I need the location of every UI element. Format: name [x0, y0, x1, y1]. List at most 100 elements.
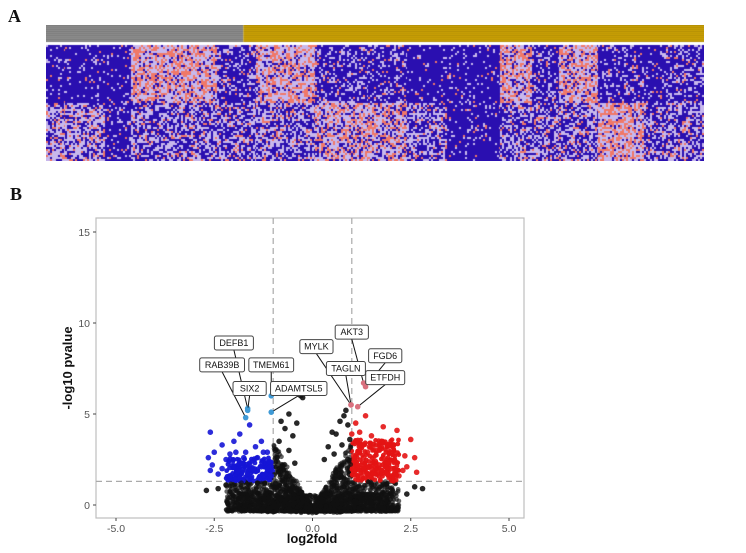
highlighted-gene-point	[354, 403, 361, 410]
y-tick-label: 0	[84, 500, 90, 512]
up-regulated-point	[404, 463, 410, 470]
gene-label-rab39b: RAB39B	[199, 357, 249, 421]
ns-point	[303, 509, 308, 514]
up-regulated-point	[352, 438, 359, 445]
ns-point	[376, 503, 381, 508]
ns-point	[345, 485, 350, 491]
down-regulated-point	[246, 422, 253, 428]
down-regulated-point	[238, 460, 245, 466]
gene-label-box	[325, 361, 366, 376]
not-significant-point	[404, 491, 410, 497]
up-point	[377, 477, 383, 483]
ns-point	[299, 496, 305, 502]
ns-point	[330, 501, 336, 506]
ns-point	[276, 502, 282, 508]
ns-point	[356, 484, 362, 490]
not-significant-point	[321, 456, 328, 463]
ns-point	[298, 509, 304, 515]
gene-label-text: TAGLN	[331, 364, 360, 374]
ns-point	[352, 482, 358, 488]
up-point	[380, 438, 386, 444]
not-significant-point	[345, 422, 351, 428]
gene-label-box	[334, 324, 369, 340]
down-point	[252, 460, 258, 466]
not-significant-point	[337, 418, 343, 425]
up-regulated-point	[374, 447, 381, 454]
up-point	[393, 467, 399, 473]
not-significant-point	[292, 460, 298, 466]
ns-point	[381, 505, 387, 511]
ns-point	[255, 500, 261, 506]
ns-point	[267, 482, 273, 488]
ns-point	[385, 485, 391, 490]
down-regulated-point	[207, 429, 214, 436]
ns-point	[285, 470, 290, 476]
gene-label-box	[368, 348, 403, 364]
not-significant-point	[343, 407, 349, 414]
up-regulated-point	[350, 453, 357, 459]
down-point	[251, 478, 257, 484]
ns-point	[272, 480, 278, 486]
x-tick-label: 5.0	[502, 523, 517, 535]
panel-border	[95, 217, 525, 519]
not-significant-point	[274, 454, 280, 461]
up-point	[373, 438, 378, 443]
up-point	[391, 476, 396, 482]
gene-label-text: AKT3	[341, 327, 364, 337]
ns-point	[293, 509, 299, 515]
highlighted-gene-point	[348, 402, 354, 408]
up-point	[386, 460, 392, 466]
up-point	[373, 467, 379, 473]
ns-point	[327, 480, 332, 485]
ns-point	[329, 494, 334, 500]
down-regulated-point	[236, 431, 243, 437]
ns-point	[256, 484, 262, 490]
ns-point	[318, 503, 324, 509]
gene-label-box	[248, 357, 295, 373]
highlighted-gene-point	[362, 383, 369, 390]
up-regulated-point	[368, 433, 375, 439]
ns-point	[291, 500, 297, 506]
ns-point	[347, 498, 353, 504]
down-regulated-point	[231, 463, 237, 470]
down-regulated-point	[207, 467, 214, 474]
ns-point	[379, 484, 385, 490]
not-significant-point	[293, 420, 300, 426]
ns-point	[396, 498, 402, 504]
ns-point	[241, 495, 247, 501]
gene-label-six2: SIX2	[232, 381, 267, 414]
ns-point	[312, 503, 317, 509]
up-regulated-point	[356, 447, 363, 454]
ns-point	[389, 505, 394, 511]
up-regulated-point	[362, 413, 369, 419]
ns-point	[263, 486, 269, 492]
down-regulated-point	[264, 449, 271, 456]
not-significant-point	[282, 425, 288, 432]
gene-label-text: ADAMTSL5	[275, 384, 323, 394]
gene-label-text: FGD6	[373, 351, 397, 361]
not-significant-point	[339, 442, 345, 448]
ns-point	[280, 478, 285, 484]
up-regulated-point	[388, 465, 394, 472]
up-point	[373, 452, 379, 458]
ns-point	[321, 487, 327, 493]
gene-label-connector	[270, 395, 300, 413]
up-regulated-point	[356, 429, 363, 436]
ns-point	[348, 462, 354, 467]
not-significant-point	[286, 411, 292, 417]
up-regulated-point	[380, 454, 387, 461]
ns-point	[374, 485, 379, 491]
ns-point	[271, 501, 277, 507]
down-regulated-point	[227, 451, 233, 457]
not-significant-point	[286, 447, 292, 454]
ns-point	[339, 464, 344, 470]
panel-b-label: B	[10, 184, 23, 204]
ns-point	[361, 503, 367, 509]
up-point	[390, 452, 396, 457]
y-tick-label: 15	[78, 227, 90, 239]
ns-point	[282, 492, 288, 498]
down-regulated-point	[268, 473, 275, 479]
ns-point	[322, 508, 328, 514]
up-regulated-point	[349, 431, 355, 437]
